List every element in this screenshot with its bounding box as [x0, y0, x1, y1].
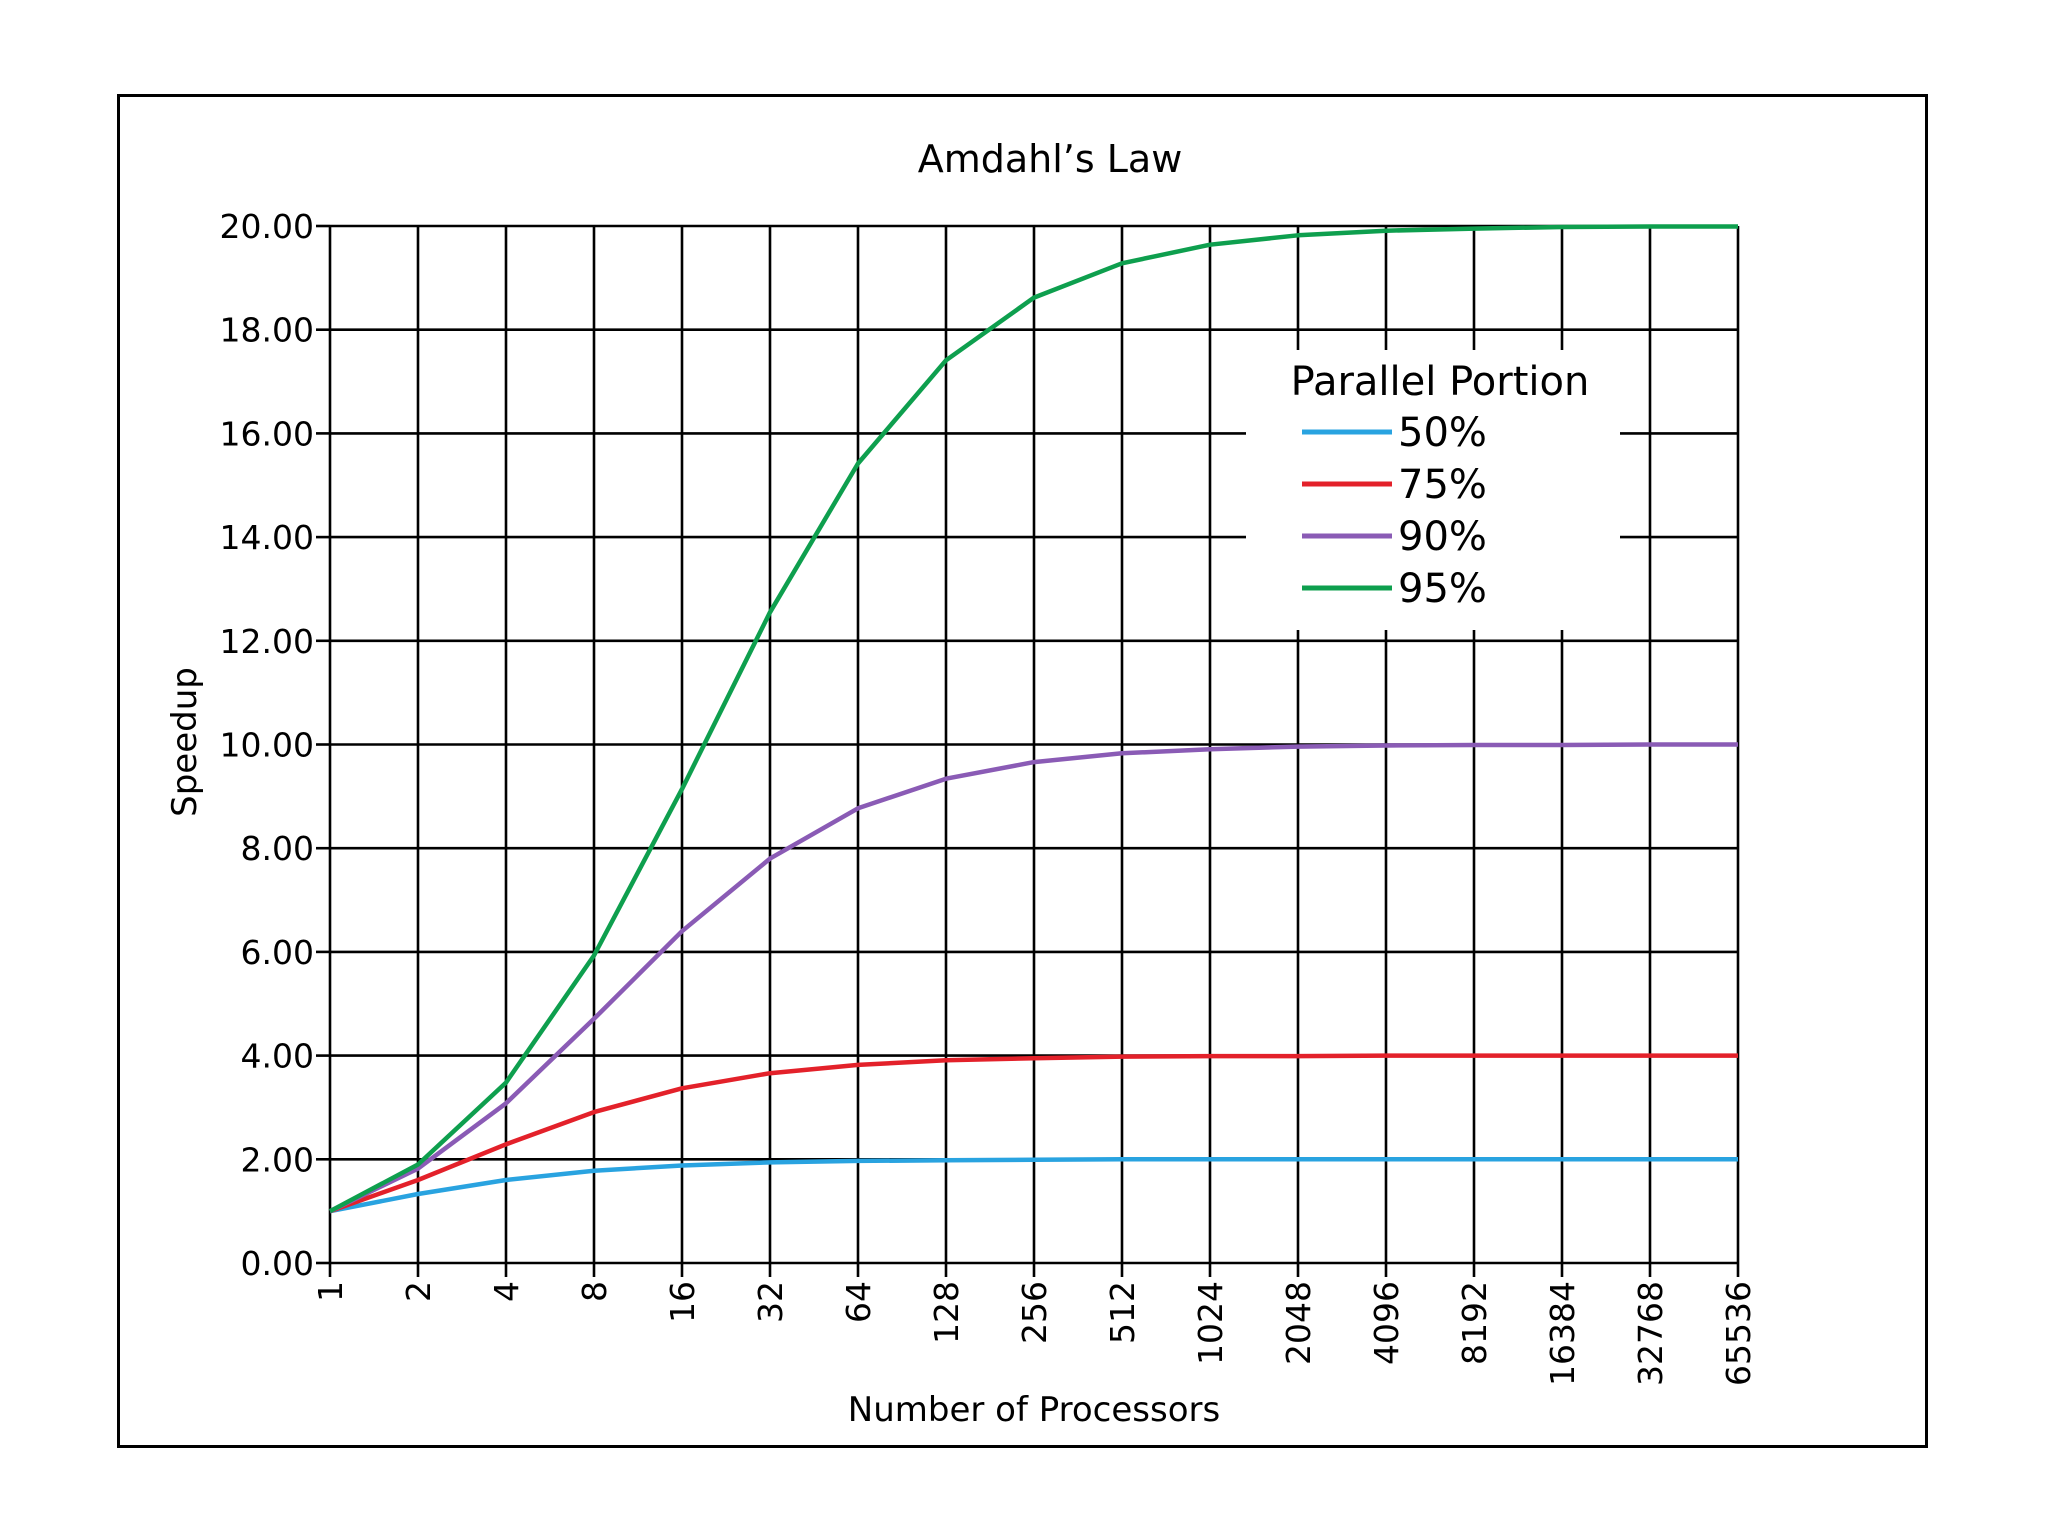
series-lines — [328, 224, 1738, 1214]
x-tick-label: 32 — [751, 1281, 790, 1323]
y-axis-title: Speedup — [165, 667, 205, 817]
y-tick-label: 2.00 — [241, 1140, 314, 1179]
y-tick-label: 0.00 — [241, 1244, 314, 1283]
x-tick-label: 8192 — [1455, 1281, 1494, 1365]
legend: Parallel Portion 50% 75% 90% 95% — [1246, 350, 1620, 630]
x-tick-label: 4 — [487, 1281, 526, 1302]
x-axis-title: Number of Processors — [848, 1390, 1220, 1430]
x-tick-label: 128 — [927, 1281, 966, 1344]
x-tick-label: 512 — [1103, 1281, 1142, 1344]
x-tick-label: 2 — [399, 1281, 438, 1302]
legend-label: 75% — [1398, 462, 1487, 508]
x-tick-label: 8 — [575, 1281, 614, 1302]
series-line-50pct — [329, 1157, 1738, 1214]
legend-label: 95% — [1398, 566, 1487, 612]
y-tick-label: 18.00 — [220, 311, 314, 350]
x-tick-label: 2048 — [1279, 1281, 1318, 1365]
x-tick-label: 4096 — [1367, 1281, 1406, 1365]
x-tick-label: 16384 — [1543, 1281, 1582, 1386]
x-axis-ticks: 1 2 4 8 16 32 64 128 256 512 1024 2048 4096 8192 16384… — [311, 1281, 1758, 1386]
series-line-95pct — [328, 224, 1738, 1214]
series-line-90pct — [329, 742, 1738, 1214]
y-tick-label: 4.00 — [241, 1037, 314, 1076]
y-tick-label: 8.00 — [241, 829, 314, 868]
series-line-75pct — [329, 1053, 1738, 1214]
y-tick-label: 6.00 — [241, 933, 314, 972]
y-axis-ticks: 0.00 2.00 4.00 6.00 8.00 10.00 12.00 14.00 16.00… — [220, 207, 314, 1283]
x-tick-label: 256 — [1015, 1281, 1054, 1344]
x-tick-label: 16 — [663, 1281, 702, 1323]
x-tick-label: 1024 — [1191, 1281, 1230, 1365]
y-tick-label: 16.00 — [220, 414, 314, 453]
x-tick-label: 1 — [311, 1281, 350, 1302]
y-tick-label: 10.00 — [220, 726, 314, 765]
x-tick-label: 65536 — [1719, 1281, 1758, 1386]
legend-box — [1246, 350, 1620, 630]
y-tick-label: 20.00 — [220, 207, 314, 246]
legend-title: Parallel Portion — [1291, 359, 1590, 405]
chart-title: Amdahl’s Law — [918, 137, 1183, 181]
y-tick-label: 14.00 — [220, 518, 314, 557]
x-tick-label: 32768 — [1631, 1281, 1670, 1386]
x-tick-label: 64 — [839, 1281, 878, 1323]
y-tick-label: 12.00 — [220, 622, 314, 661]
legend-label: 90% — [1398, 514, 1487, 560]
legend-label: 50% — [1398, 410, 1487, 456]
